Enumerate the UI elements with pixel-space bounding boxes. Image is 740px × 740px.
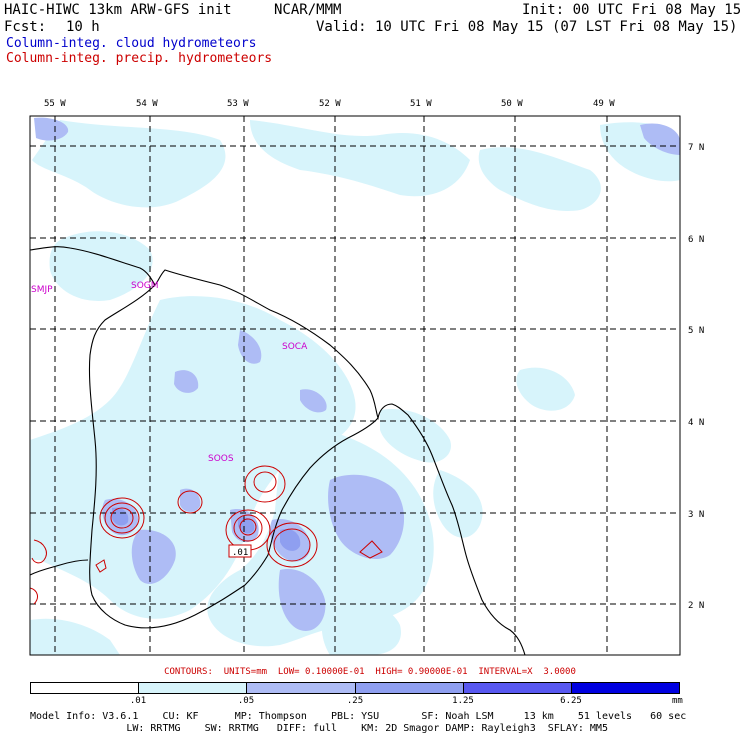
contour-field-title: Column-integ. precip. hydrometeors	[6, 51, 273, 66]
colorbar-unit: mm	[672, 696, 683, 706]
colorbar-tick-0: .01	[129, 696, 147, 706]
lon-label-53w: 53 W	[227, 99, 249, 109]
coastline-borders	[30, 246, 526, 655]
lon-label-51w: 51 W	[410, 99, 432, 109]
lon-label-55w: 55 W	[44, 99, 66, 109]
init-time: Init: 00 UTC Fri 08 May 15	[522, 2, 740, 18]
cloud-shading	[30, 116, 680, 655]
map-frame	[29, 115, 681, 656]
model-info-line-2: LW: RRTMG SW: RRTMG DIFF: full KM: 2D Sm…	[30, 723, 608, 734]
lon-label-54w: 54 W	[136, 99, 158, 109]
contour-info: CONTOURS: UNITS=mm LOW= 0.10000E-01 HIGH…	[164, 667, 576, 677]
lon-label-52w: 52 W	[319, 99, 341, 109]
lat-label-5n: 5 N	[688, 326, 704, 336]
colorbar-tick-4: 6.25	[560, 696, 582, 706]
colorbar-swatch-3	[355, 683, 464, 693]
forecast-hour: 10 h	[66, 19, 100, 35]
shaded-field-title: Column-integ. cloud hydrometeors	[6, 36, 257, 51]
lat-label-2n: 2 N	[688, 601, 704, 611]
colorbar-swatch-4	[463, 683, 572, 693]
lat-label-4n: 4 N	[688, 418, 704, 428]
colorbar-tick-2: .25	[346, 696, 364, 706]
colorbar-swatch-5	[571, 683, 680, 693]
station-soos: SOOS	[208, 454, 234, 464]
model-info-line-1: Model Info: V3.6.1 CU: KF MP: Thompson P…	[30, 711, 687, 722]
model-title: HAIC-HIWC 13km ARW-GFS init	[4, 2, 232, 18]
colorbar-swatch-1	[139, 683, 248, 693]
lat-label-7n: 7 N	[688, 143, 704, 153]
colorbar-swatch-0	[31, 683, 140, 693]
lat-label-6n: 6 N	[688, 235, 704, 245]
colorbar-swatch-2	[247, 683, 356, 693]
contour-label-box	[228, 544, 252, 558]
station-soca: SOCA	[282, 342, 308, 352]
lon-label-49w: 49 W	[593, 99, 615, 109]
colorbar-tick-3: 1.25	[452, 696, 474, 706]
precip-contours	[30, 465, 383, 605]
station-sogm: SOGM	[131, 281, 159, 291]
forecast-label: Fcst:	[4, 19, 47, 35]
lat-label-3n: 3 N	[688, 510, 704, 520]
colorbar-tick-1: .05	[237, 696, 255, 706]
contour-label: .01	[232, 548, 248, 558]
org-label: NCAR/MMM	[274, 2, 342, 18]
lon-label-50w: 50 W	[501, 99, 523, 109]
latlon-grid	[30, 116, 680, 655]
colorbar	[30, 682, 680, 694]
station-smjp: SMJP	[31, 285, 53, 295]
valid-time: Valid: 10 UTC Fri 08 May 15 (07 LST Fri …	[316, 19, 738, 35]
